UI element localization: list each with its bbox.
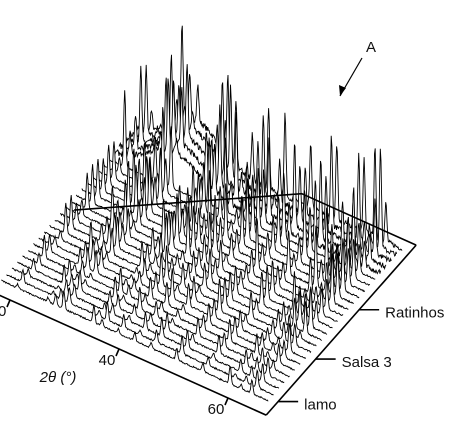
trace-mask bbox=[81, 159, 349, 322]
x-tick bbox=[224, 397, 229, 406]
trace-mask bbox=[33, 234, 301, 377]
trace-mask bbox=[108, 90, 376, 292]
trace-mask bbox=[49, 202, 317, 359]
x-tick-label: 20 bbox=[0, 303, 6, 320]
x-tick bbox=[6, 299, 11, 308]
trace-mask bbox=[1, 280, 269, 413]
depth-axis bbox=[265, 244, 417, 416]
trace-mask bbox=[60, 202, 328, 346]
trace-mask bbox=[129, 64, 397, 268]
axes: 20 40 60 lamo Salsa 3 Ratinhos bbox=[0, 192, 444, 418]
traces bbox=[1, 25, 403, 413]
trace-mask bbox=[54, 195, 322, 353]
x-axis bbox=[0, 294, 267, 416]
x-axis-label: 2θ (°) bbox=[39, 369, 77, 386]
depth-label: Ratinhos bbox=[385, 305, 444, 322]
trace bbox=[11, 267, 280, 389]
annotation-arrowhead bbox=[339, 85, 346, 96]
trace bbox=[1, 279, 269, 402]
trace-mask bbox=[103, 156, 371, 298]
trace-mask bbox=[70, 172, 338, 334]
depth-label: Salsa 3 bbox=[342, 354, 392, 371]
depth-label: lamo bbox=[304, 397, 337, 414]
trace-mask bbox=[92, 144, 360, 310]
trace-mask bbox=[65, 186, 333, 340]
x-tick-label: 40 bbox=[99, 352, 116, 369]
trace-mask bbox=[97, 141, 365, 304]
trace-mask bbox=[28, 235, 296, 383]
trace bbox=[27, 234, 296, 371]
back-edge bbox=[74, 192, 417, 246]
x-tick-label: 60 bbox=[208, 401, 225, 418]
trace-mask bbox=[44, 222, 312, 365]
x-tick bbox=[115, 348, 120, 357]
trace-mask bbox=[86, 148, 355, 316]
trace-mask bbox=[76, 164, 344, 328]
annotation: A bbox=[366, 39, 376, 56]
